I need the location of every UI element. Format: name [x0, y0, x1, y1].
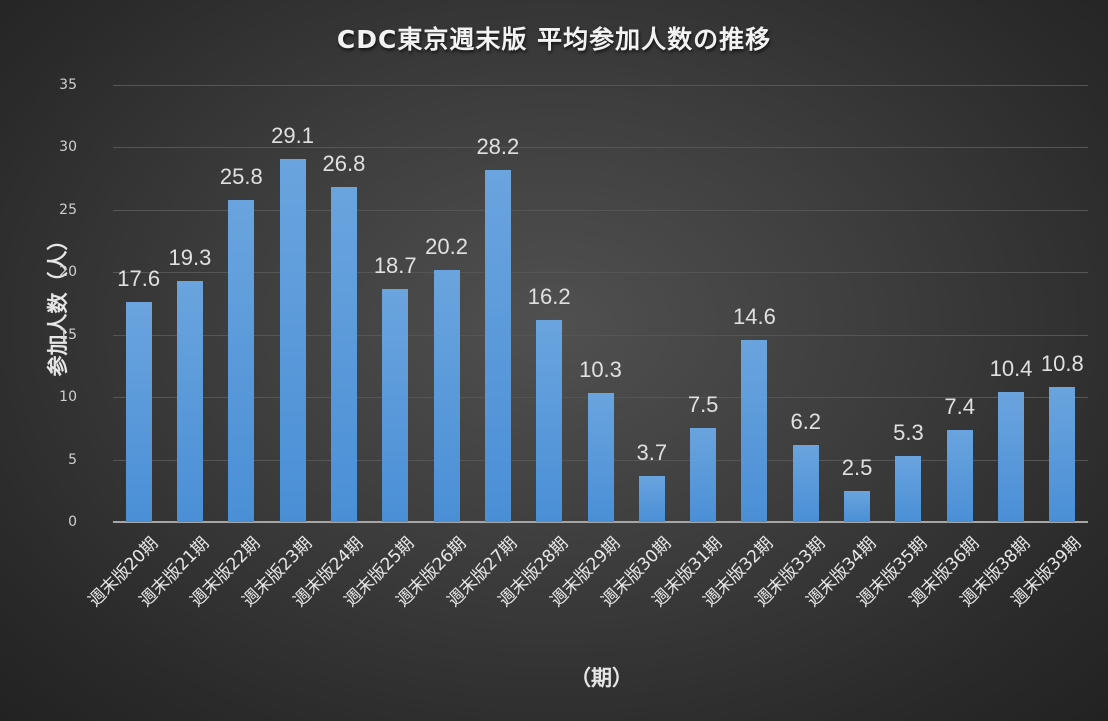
bar — [741, 339, 768, 522]
data-label: 26.8 — [322, 151, 366, 177]
gridline — [113, 147, 1088, 149]
data-label: 25.8 — [219, 163, 263, 189]
bar — [382, 288, 409, 522]
bar — [536, 319, 563, 522]
data-label: 29.1 — [271, 122, 314, 148]
bar — [125, 302, 152, 522]
data-label: 5.3 — [893, 419, 924, 445]
data-label: 28.2 — [476, 133, 520, 159]
data-label: 2.5 — [841, 454, 873, 480]
gridline — [113, 209, 1088, 211]
data-label: 14.6 — [733, 303, 776, 329]
data-label: 17.6 — [117, 266, 161, 292]
bar — [895, 455, 922, 522]
bar — [998, 392, 1025, 522]
y-tick-label: 35 — [59, 77, 77, 93]
bar — [844, 490, 871, 522]
bar — [1049, 387, 1076, 522]
data-label: 18.7 — [373, 252, 417, 278]
data-label: 10.4 — [989, 356, 1033, 382]
y-axis-label: 参加人数（人） — [46, 229, 70, 377]
y-tick-label: 20 — [59, 264, 77, 281]
bar — [587, 393, 614, 522]
plot-area: 0 5 10 15 20 25 30 35 17.6 19.3 25.8 29.1 26.8 18.7 20… — [59, 77, 1088, 530]
data-label: 19.3 — [168, 245, 212, 271]
gridline — [113, 85, 1088, 86]
y-tick-label: 0 — [68, 514, 77, 530]
x-axis-line — [113, 521, 1088, 523]
y-tick-label: 15 — [59, 326, 77, 343]
data-label: 6.2 — [790, 408, 822, 434]
bar — [484, 169, 511, 522]
y-tick-label: 5 — [68, 451, 77, 468]
bar — [279, 158, 306, 522]
bar — [228, 199, 255, 522]
data-label: 16.2 — [527, 283, 571, 309]
data-label: 20.2 — [425, 233, 468, 259]
bar — [433, 269, 460, 522]
gridline — [113, 334, 1088, 336]
data-label: 3.7 — [636, 439, 668, 465]
x-axis-label: （期） — [570, 666, 633, 690]
data-label: 7.4 — [944, 393, 975, 419]
data-label: 10.3 — [579, 357, 622, 383]
y-tick-label: 10 — [59, 389, 77, 406]
gridline — [113, 272, 1088, 274]
bar — [638, 475, 665, 522]
bar — [946, 429, 973, 522]
y-tick-label: 25 — [59, 201, 77, 218]
bar — [176, 281, 203, 522]
bar — [330, 187, 357, 522]
bar — [690, 428, 717, 522]
data-label: 10.8 — [1040, 351, 1084, 377]
y-tick-label: 30 — [59, 139, 77, 156]
data-label: 7.5 — [687, 392, 719, 418]
chart-title: CDC東京週末版 平均参加人数の推移 — [336, 25, 772, 54]
bar — [792, 444, 819, 522]
